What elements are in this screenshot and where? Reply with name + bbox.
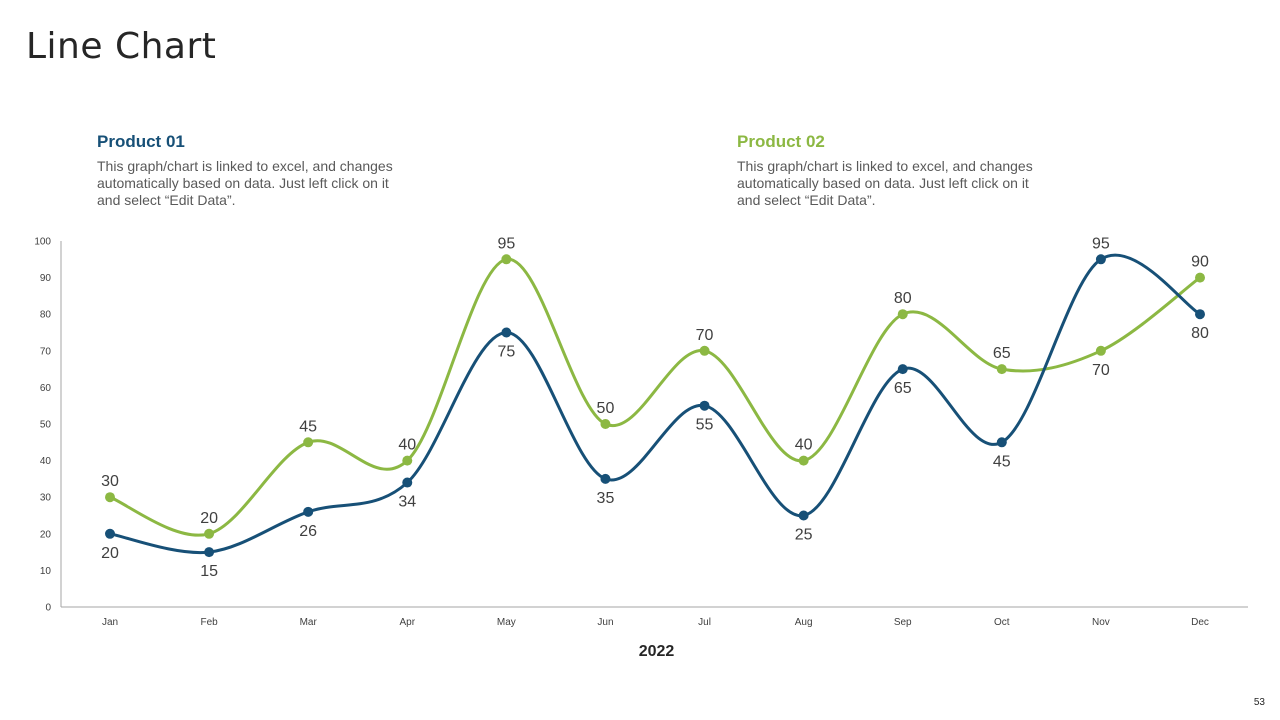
data-label-product-01: 20 xyxy=(101,545,119,562)
y-tick-label: 20 xyxy=(40,529,52,540)
data-point-product-02 xyxy=(105,492,115,503)
data-label-product-02: 70 xyxy=(696,327,714,344)
y-tick-label: 80 xyxy=(40,310,52,321)
data-point-product-02 xyxy=(1195,272,1205,283)
x-tick-label: Dec xyxy=(1191,617,1209,628)
series-line-product-01 xyxy=(108,253,1202,555)
data-label-product-01: 45 xyxy=(993,453,1011,470)
data-label-product-01: 80 xyxy=(1191,325,1209,342)
x-tick-label: Jan xyxy=(102,617,118,628)
data-label-product-02: 40 xyxy=(398,437,416,454)
data-point-product-01 xyxy=(699,400,710,411)
data-label-product-01: 26 xyxy=(299,523,317,540)
x-tick-label: Oct xyxy=(994,617,1010,628)
x-axis-title: 2022 xyxy=(639,643,675,660)
y-tick-label: 70 xyxy=(40,346,52,357)
data-point-product-02 xyxy=(699,345,710,356)
data-label-product-01: 95 xyxy=(1092,235,1110,252)
data-point-product-01 xyxy=(600,473,611,484)
series-line-product-02 xyxy=(108,257,1202,537)
data-label-product-02: 40 xyxy=(795,437,813,454)
legend-description-product-01: This graph/chart is linked to excel, and… xyxy=(97,158,393,208)
data-point-product-01 xyxy=(105,528,115,539)
data-label-product-02: 30 xyxy=(101,473,119,490)
x-tick-label: Mar xyxy=(300,617,318,628)
data-point-product-01 xyxy=(501,327,512,338)
data-label-product-01: 35 xyxy=(597,490,615,507)
y-tick-label: 0 xyxy=(45,603,51,614)
data-point-product-02 xyxy=(897,309,908,320)
data-label-product-02: 70 xyxy=(1092,362,1110,379)
data-point-product-02 xyxy=(1095,345,1106,356)
x-tick-label: Jun xyxy=(597,617,613,628)
legend-title-product-02: Product 02 xyxy=(737,132,825,151)
data-point-product-02 xyxy=(303,437,314,448)
data-point-product-01 xyxy=(798,510,809,521)
data-point-product-02 xyxy=(600,419,611,429)
data-label-product-01: 25 xyxy=(795,527,813,544)
page-number: 53 xyxy=(1253,697,1265,708)
x-tick-label: Apr xyxy=(399,617,415,628)
data-label-product-02: 65 xyxy=(993,345,1011,362)
data-label-product-02: 45 xyxy=(299,418,317,435)
x-tick-label: Aug xyxy=(795,617,813,628)
y-tick-label: 60 xyxy=(40,383,52,394)
data-label-product-01: 15 xyxy=(200,563,218,580)
data-label-product-02: 80 xyxy=(894,290,912,307)
data-point-product-01 xyxy=(897,364,908,375)
y-tick-label: 90 xyxy=(40,273,52,284)
data-label-product-01: 65 xyxy=(894,380,912,397)
data-label-product-01: 75 xyxy=(497,344,515,361)
data-label-product-02: 20 xyxy=(200,510,218,527)
data-point-product-01 xyxy=(303,506,314,517)
data-label-product-01: 55 xyxy=(696,417,714,434)
data-point-product-02 xyxy=(996,364,1007,375)
x-tick-label: Feb xyxy=(200,617,218,628)
data-point-product-01 xyxy=(204,547,215,558)
data-point-product-01 xyxy=(1095,254,1106,265)
page-title: Line Chart xyxy=(26,26,217,67)
x-tick-label: Jul xyxy=(698,617,711,628)
x-tick-label: May xyxy=(497,617,516,628)
x-tick-label: Nov xyxy=(1092,617,1110,628)
data-point-product-02 xyxy=(402,455,413,466)
legend-product-02: Product 02 This graph/chart is linked to… xyxy=(737,132,1037,209)
x-tick-label: Sep xyxy=(894,617,912,628)
data-label-product-02: 95 xyxy=(497,235,515,252)
data-point-product-01 xyxy=(1195,309,1205,320)
y-tick-label: 40 xyxy=(40,456,52,467)
legend-title-product-01: Product 01 xyxy=(97,132,185,151)
data-point-product-02 xyxy=(501,254,512,265)
data-point-product-02 xyxy=(798,455,809,466)
y-tick-label: 10 xyxy=(40,566,52,577)
data-point-product-02 xyxy=(204,528,215,539)
y-tick-label: 30 xyxy=(40,493,52,504)
data-label-product-02: 90 xyxy=(1191,254,1209,271)
data-point-product-01 xyxy=(402,477,413,488)
data-point-product-01 xyxy=(996,437,1007,448)
data-label-product-02: 50 xyxy=(597,400,615,417)
legend-product-01: Product 01 This graph/chart is linked to… xyxy=(97,132,397,209)
data-label-product-01: 34 xyxy=(398,494,416,511)
legend-description-product-02: This graph/chart is linked to excel, and… xyxy=(737,158,1033,208)
y-tick-label: 100 xyxy=(34,237,51,248)
y-tick-label: 50 xyxy=(40,420,52,431)
